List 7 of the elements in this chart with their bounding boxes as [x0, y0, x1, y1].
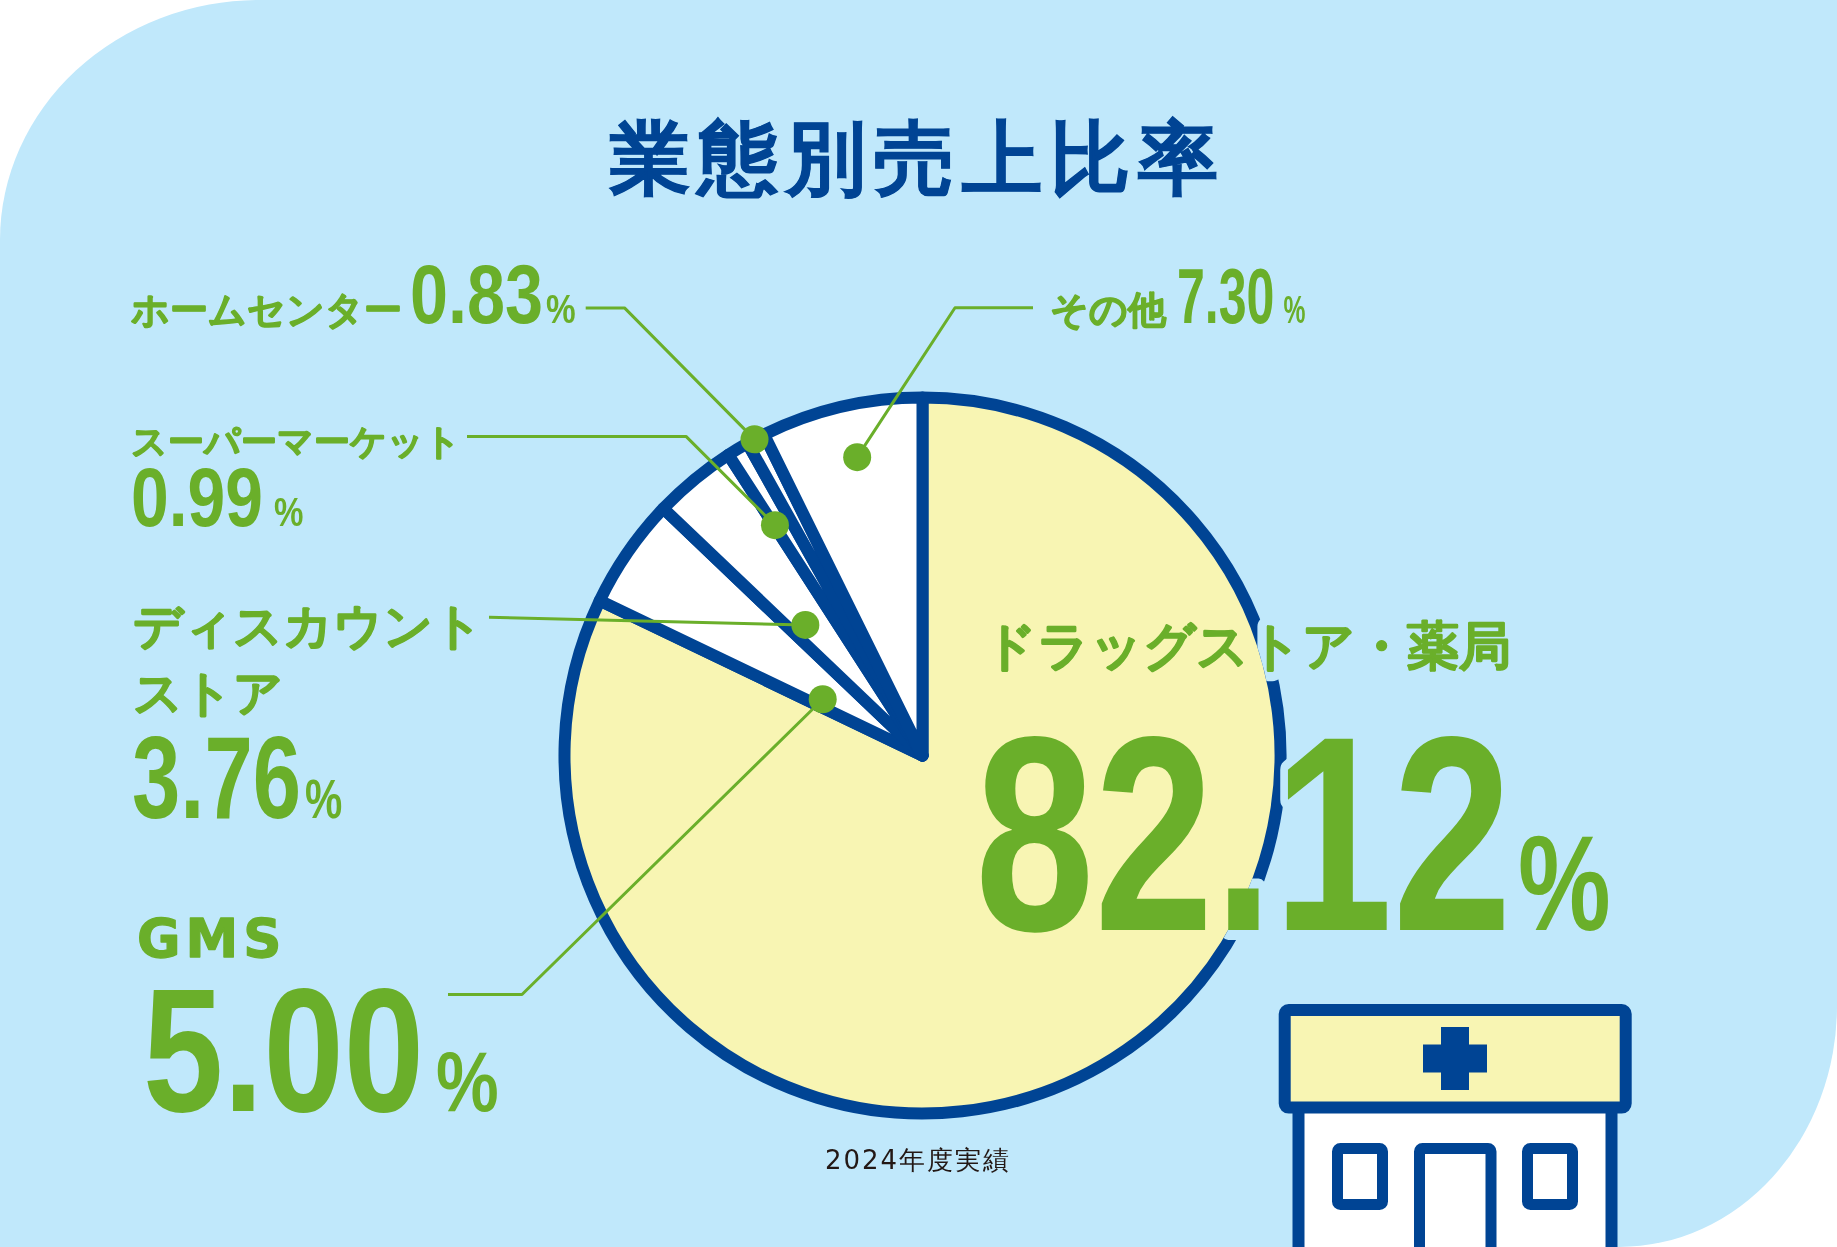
text: 2024年度実績	[824, 1145, 1012, 1175]
slice-label: ホームセンター	[131, 287, 402, 332]
slice-label: ドラッグストア・薬局	[984, 616, 1511, 676]
chart-title: 業態別売上比率	[609, 112, 1226, 205]
data-label: 7.30%	[1177, 253, 1306, 340]
data-label: 0.83%	[410, 246, 576, 341]
slice-label: その他	[1050, 288, 1167, 332]
